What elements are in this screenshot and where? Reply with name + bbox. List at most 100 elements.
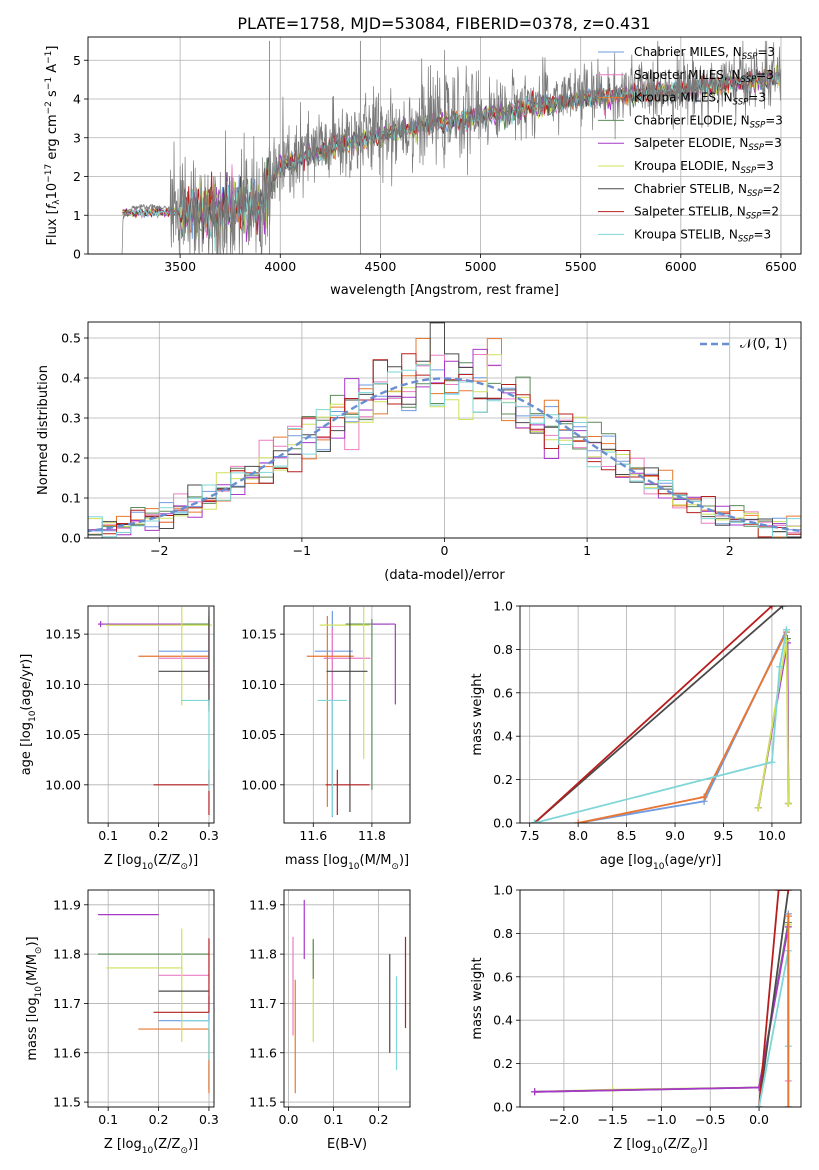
- spectrum-data-line: [121, 40, 782, 254]
- errorbar-point: [138, 616, 210, 707]
- x-tick-label: 1: [583, 543, 591, 558]
- x-tick-label: 8.0: [568, 828, 588, 843]
- axes-frame-age_vs_mass: [283, 605, 411, 824]
- x-tick-label: 0.2: [149, 1112, 169, 1127]
- mass-weight-line: [534, 629, 788, 823]
- y-tick-label: 11.8: [249, 947, 277, 962]
- x-tick-label: −2.0: [549, 1112, 579, 1127]
- mass-weight-marker: [776, 663, 784, 671]
- hist-ylabel: Normed distribution: [36, 365, 51, 495]
- mass-weight-line: [577, 631, 788, 823]
- y-tick-label: 11.6: [53, 1045, 81, 1060]
- grid-age_vs_Z: [88, 606, 214, 823]
- mass-weight-line: [533, 606, 784, 823]
- errorbar-point: [153, 769, 210, 815]
- mass_vs_Z-xlabel: Z [log10(Z/Z⊙)]: [104, 1137, 198, 1156]
- x-tick-label: −1.0: [646, 1112, 676, 1127]
- axes-frame-spectrum: [87, 36, 802, 255]
- axes-massweight_vs_age: 7.5 8.0 8.5 9.0 9.5 10.0 0.0 0.2 0.4 0.6 0.8 1.0: [493, 599, 801, 843]
- y-tick-label: 10.15: [45, 627, 81, 642]
- spectrum-legend: Chabrier MILES, NSSP=3 Salpeter MILES, NS…: [598, 45, 783, 244]
- x-tick-label: −1: [293, 543, 311, 558]
- errorbar-point: [306, 616, 354, 807]
- x-tick-label: 8.5: [617, 828, 637, 843]
- y-tick-label: 0: [73, 247, 81, 262]
- mass-weight-marker: [784, 890, 792, 894]
- x-tick-label: 0: [441, 543, 449, 558]
- x-tick-label: 10.0: [758, 828, 786, 843]
- axes-frame-mass_vs_ebv: [283, 889, 411, 1108]
- legend-label: Salpeter MILES, NSSP=3: [634, 68, 774, 85]
- y-tick-label: 0.3: [61, 411, 81, 426]
- errorbar-point: [138, 1028, 210, 1094]
- y-tick-label: 0.5: [61, 331, 81, 346]
- age_vs_mass-plot: [306, 607, 396, 817]
- y-tick-label: 11.5: [249, 1095, 277, 1110]
- x-tick-label: −2: [150, 543, 168, 558]
- x-tick-label: 11.8: [358, 828, 386, 843]
- mass-weight-line: [758, 890, 790, 1107]
- axes-mass_vs_ebv: 0.0 0.1 0.2 11.5 11.6 11.7 11.8 11.9: [249, 890, 410, 1127]
- grid-mass_vs_ebv: [284, 890, 410, 1107]
- hist-step: [88, 364, 801, 538]
- spectrum-plot: [121, 40, 782, 254]
- y-tick-label: 10.05: [241, 727, 277, 742]
- y-tick-label: 2: [73, 169, 81, 184]
- y-tick-label: 10.10: [45, 677, 81, 692]
- y-tick-label: 0.4: [493, 729, 513, 744]
- errorbar-point: [317, 699, 347, 816]
- y-tick-label: 0.0: [493, 816, 513, 831]
- x-tick-label: −1.5: [598, 1112, 628, 1127]
- x-tick-label: 0.0: [279, 1112, 299, 1127]
- y-tick-label: 11.9: [249, 897, 277, 912]
- legend-label: Kroupa MILES, NSSP=3: [634, 91, 766, 108]
- y-tick-label: 0.0: [493, 1100, 513, 1115]
- y-tick-label: 11.7: [249, 996, 277, 1011]
- mass-weight-marker: [755, 1103, 763, 1107]
- spectrum-ylabel: Flux [fλ10−17 erg cm−2 s−1 A−1]: [44, 46, 62, 246]
- hist-xlabel: (data-model)/error: [384, 568, 505, 583]
- grid-mass_vs_Z: [88, 890, 214, 1107]
- y-tick-label: 10.05: [45, 727, 81, 742]
- x-tick-label: 3500: [164, 259, 196, 274]
- mass-weight-marker: [784, 799, 792, 807]
- y-tick-label: 10.15: [241, 627, 277, 642]
- gaussian-curve: [88, 377, 801, 533]
- mass-weight-line: [577, 631, 788, 823]
- legend-label: Chabrier STELIB, NSSP=2: [634, 182, 780, 199]
- y-tick-label: 1.0: [493, 599, 513, 614]
- mass-weight-marker: [574, 819, 582, 823]
- y-tick-label: 1: [73, 208, 81, 223]
- y-tick-label: 0.2: [493, 1056, 513, 1071]
- x-tick-label: 11.6: [299, 828, 327, 843]
- mass-weight-marker: [700, 793, 708, 801]
- y-tick-label: 11.8: [53, 947, 81, 962]
- y-tick-label: 10.00: [241, 777, 277, 792]
- y-tick-label: 1.0: [493, 883, 513, 898]
- x-tick-label: 6500: [765, 259, 797, 274]
- mass_vs_Z-plot: [98, 914, 210, 1094]
- massweight_vs_Z-plot: [531, 890, 792, 1107]
- errorbar-point: [153, 938, 210, 1013]
- y-tick-label: 10.00: [45, 777, 81, 792]
- legend-label: Kroupa ELODIE, NSSP=3: [634, 159, 774, 176]
- y-tick-label: 0.2: [493, 772, 513, 787]
- x-tick-label: 0.3: [199, 828, 219, 843]
- x-tick-label: 6000: [665, 259, 697, 274]
- mass-weight-marker: [784, 912, 792, 920]
- mass-weight-marker: [754, 804, 762, 812]
- errorbar-point: [106, 607, 212, 706]
- mass-weight-marker: [768, 758, 776, 766]
- x-tick-label: 0.1: [324, 1112, 344, 1127]
- errorbar-point: [326, 607, 368, 812]
- y-tick-label: 11.7: [53, 996, 81, 1011]
- axes-frame-age_vs_Z: [87, 605, 215, 824]
- x-tick-label: 5000: [465, 259, 497, 274]
- legend-label: Salpeter STELIB, NSSP=2: [634, 205, 779, 222]
- axes-frame-massweight_vs_Z: [519, 889, 802, 1108]
- y-tick-label: 0.2: [61, 451, 81, 466]
- mass-weight-marker: [531, 1088, 539, 1096]
- mass-weight-marker: [775, 890, 783, 894]
- x-tick-label: 4000: [264, 259, 296, 274]
